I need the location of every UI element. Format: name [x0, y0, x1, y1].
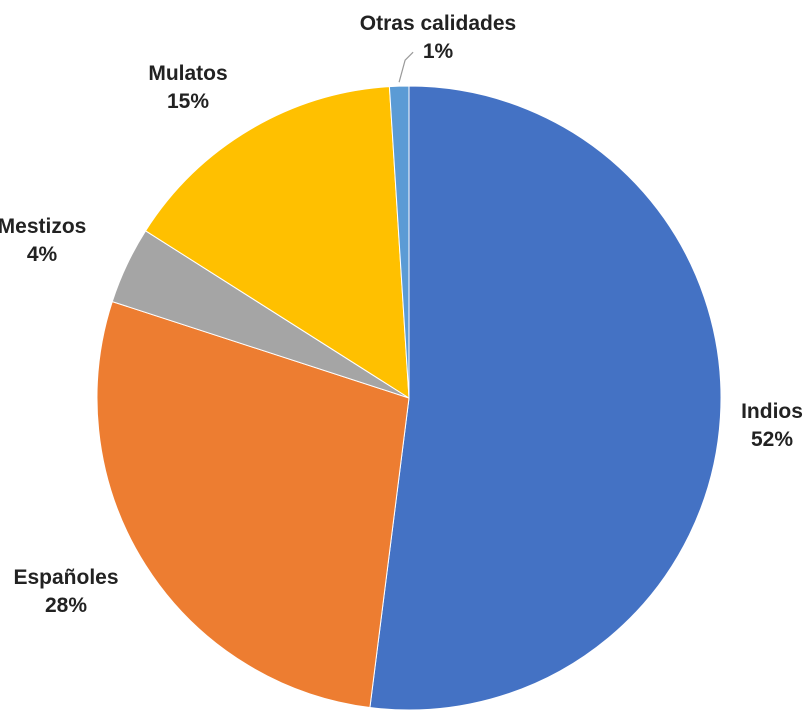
pie-slice-mulatos	[144, 86, 410, 399]
pie-slice-espa-oles	[96, 300, 410, 709]
pie-slices	[96, 85, 722, 711]
data-label-value-otras-calidades: 1%	[423, 40, 454, 63]
pie-slice-otras-calidades	[388, 85, 410, 399]
leader-line-otras-calidades	[398, 51, 414, 83]
data-label-value-mulatos: 15%	[167, 90, 209, 113]
data-label-value-mestizos: 4%	[27, 243, 58, 266]
pie-slice-indios	[369, 85, 722, 711]
data-label-name-mulatos: Mulatos	[148, 62, 227, 85]
leader-lines	[398, 51, 414, 83]
data-label-value-espa-oles: 28%	[45, 594, 87, 617]
data-label-name-otras-calidades: Otras calidades	[360, 12, 516, 35]
data-label-value-indios: 52%	[751, 428, 793, 451]
data-label-name-indios: Indios	[741, 400, 803, 423]
data-labels: Indios 52% Españoles 28% Mestizos 4% Mulatos 15…	[0, 12, 803, 617]
data-label-name-mestizos: Mestizos	[0, 215, 86, 238]
data-label-name-espa-oles: Españoles	[13, 566, 118, 589]
